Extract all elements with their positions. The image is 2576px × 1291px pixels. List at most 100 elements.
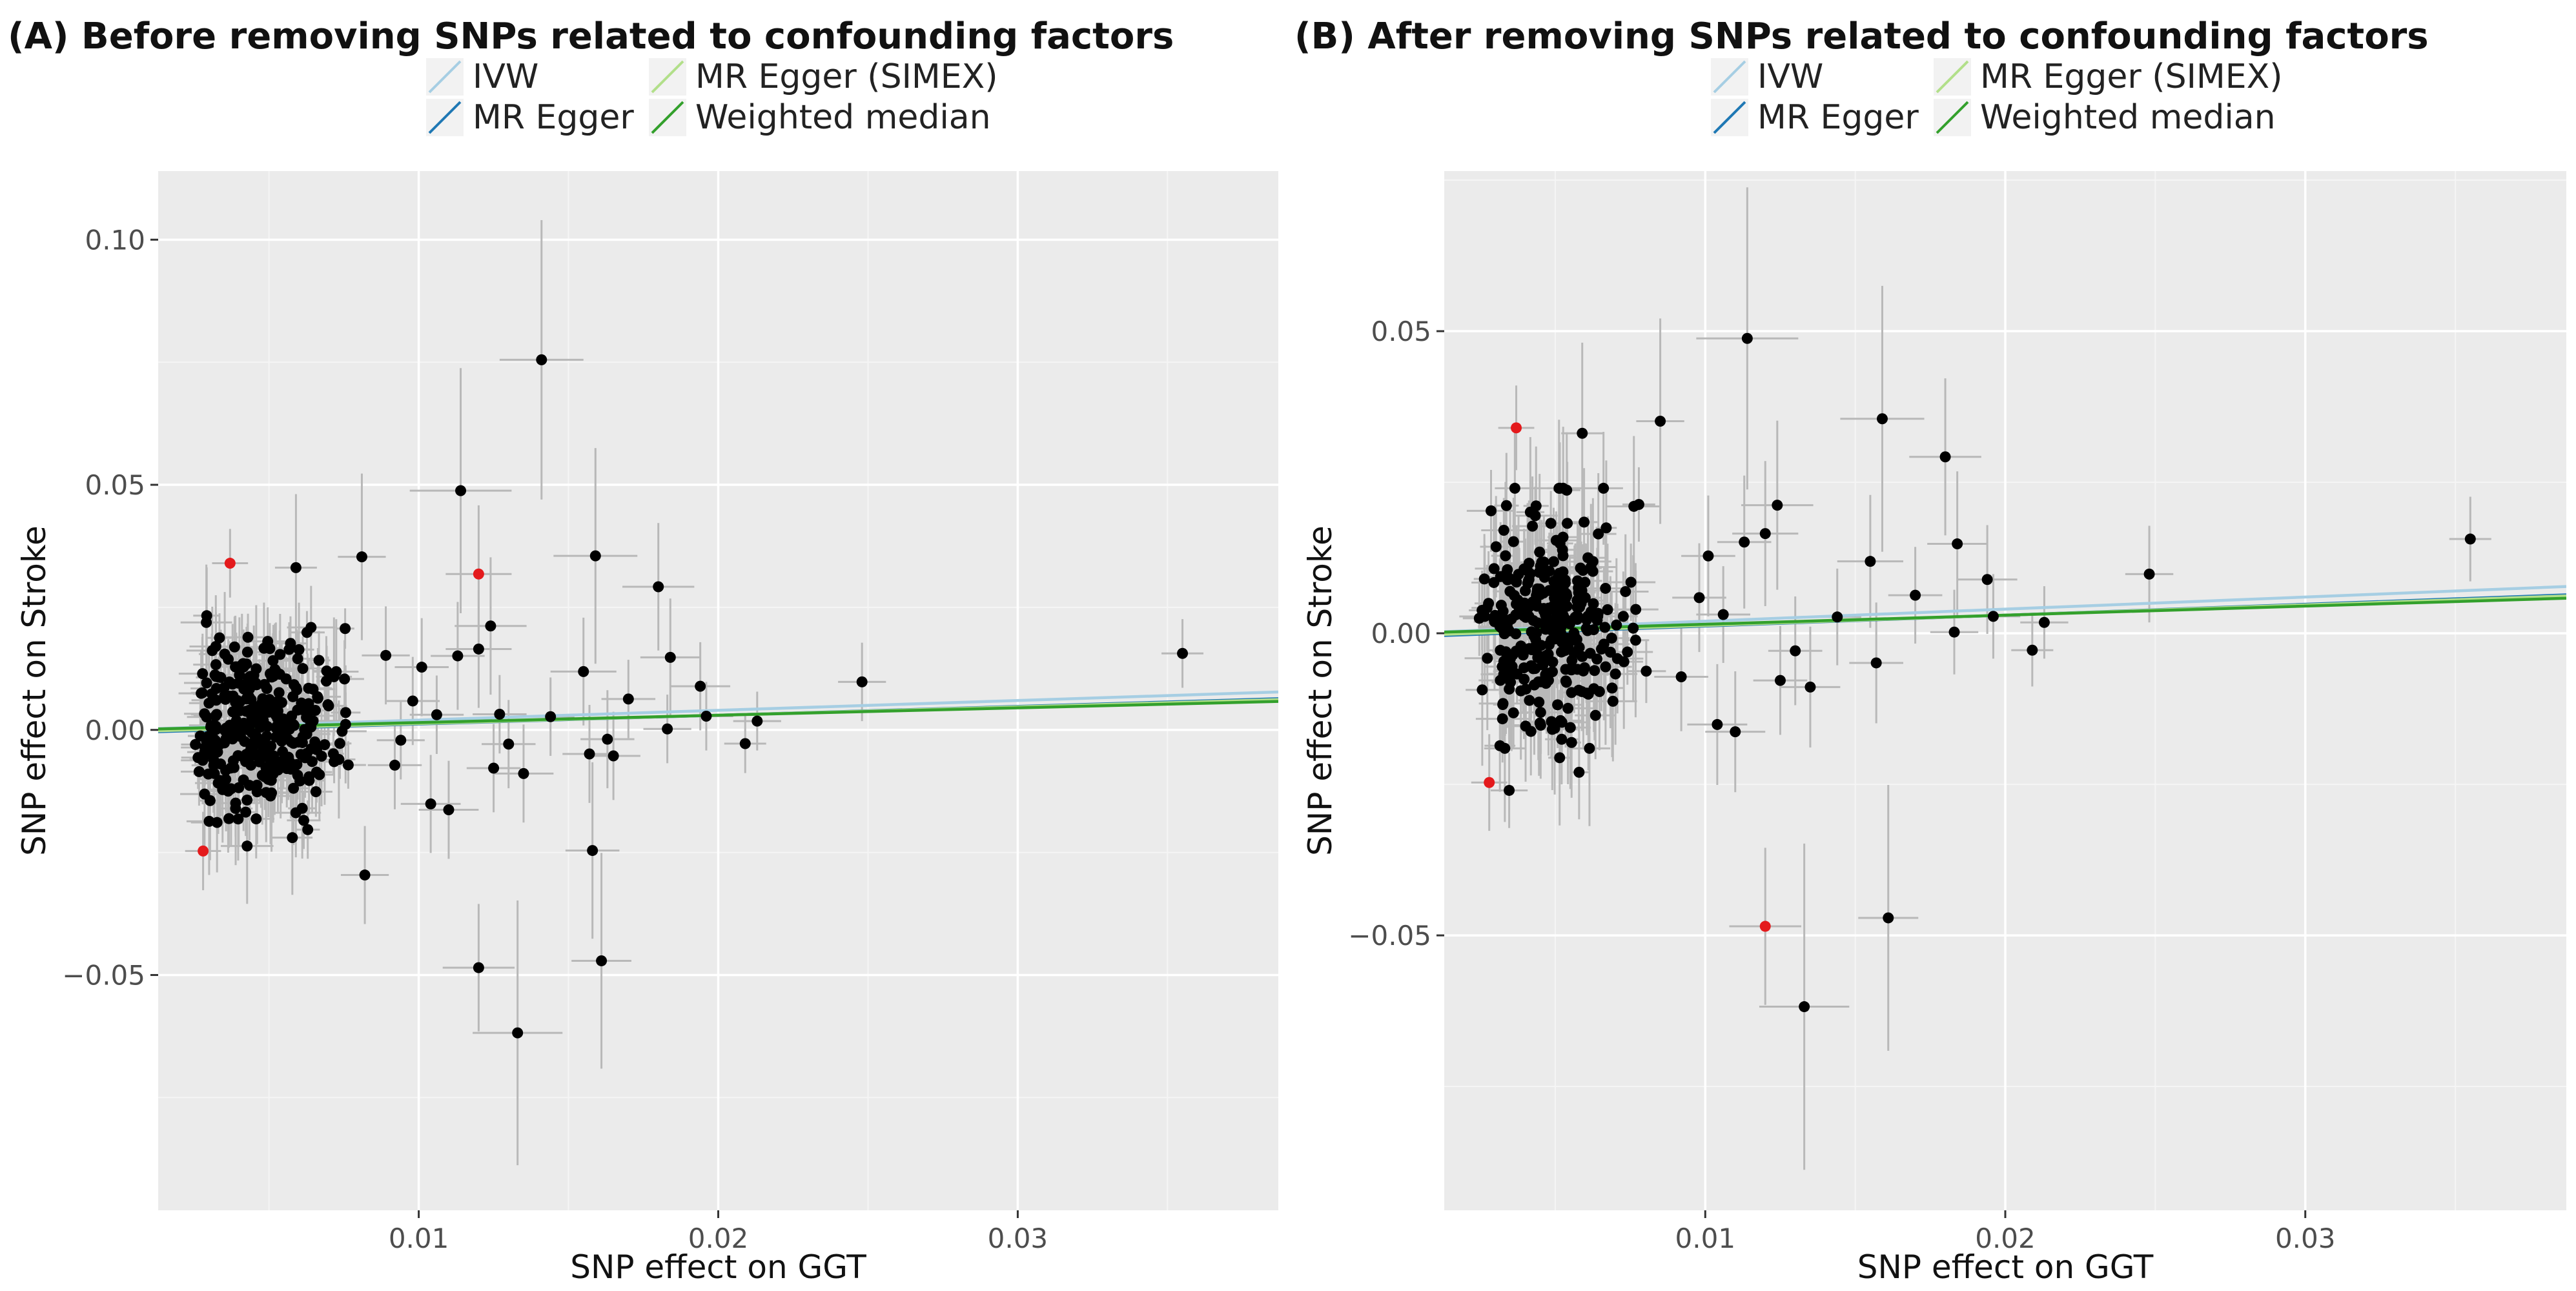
data-point-outlier	[1484, 777, 1495, 788]
data-point	[245, 759, 257, 771]
data-point	[234, 669, 245, 681]
data-point	[301, 627, 312, 638]
x-tick-label: 0.02	[688, 1223, 749, 1254]
data-point	[276, 755, 288, 767]
data-point	[1598, 482, 1610, 494]
data-point	[1675, 671, 1687, 682]
data-point	[653, 581, 664, 593]
data-point	[1910, 589, 1921, 601]
data-point	[1617, 611, 1629, 622]
data-point	[1482, 653, 1493, 664]
data-point	[1529, 663, 1541, 675]
data-point	[316, 750, 327, 762]
data-point	[262, 746, 274, 757]
legend-label: MR Egger (SIMEX)	[1980, 57, 2283, 96]
data-point	[488, 762, 500, 774]
data-point	[272, 695, 284, 707]
data-point	[246, 711, 258, 722]
data-point	[1589, 665, 1600, 676]
data-point	[288, 782, 300, 794]
legend-swatch	[428, 60, 462, 94]
data-point	[1552, 572, 1564, 584]
x-axis-title: SNP effect on GGT	[570, 1248, 866, 1286]
data-point	[1625, 576, 1637, 588]
data-point	[297, 663, 309, 675]
legend-swatch	[651, 101, 684, 134]
data-point	[1588, 624, 1599, 636]
data-point	[1504, 585, 1516, 597]
data-point	[425, 798, 436, 809]
data-point	[578, 666, 589, 677]
data-point	[1531, 589, 1542, 601]
data-point	[243, 724, 254, 735]
data-point	[256, 712, 268, 724]
data-point	[452, 650, 464, 662]
data-point	[1524, 568, 1536, 580]
data-point	[1477, 684, 1488, 696]
data-point	[1504, 684, 1515, 695]
data-point	[294, 775, 306, 787]
data-point	[1523, 558, 1535, 569]
data-point	[751, 715, 763, 727]
y-tick-label: 0.00	[85, 715, 145, 746]
data-point	[219, 690, 230, 702]
data-point	[302, 824, 314, 835]
data-point	[203, 697, 215, 709]
data-point	[494, 708, 506, 720]
data-point	[1790, 645, 1801, 656]
data-point	[1515, 640, 1527, 652]
x-tick-label: 0.01	[1675, 1223, 1736, 1254]
data-point	[1620, 585, 1631, 597]
data-points	[190, 354, 1189, 1039]
data-point	[602, 733, 613, 745]
data-point	[296, 704, 307, 715]
data-point	[1559, 645, 1571, 656]
data-point	[1552, 699, 1564, 711]
data-point	[242, 631, 254, 643]
data-point	[1592, 607, 1604, 619]
data-point	[1739, 536, 1750, 548]
data-point	[1497, 713, 1508, 725]
data-point	[323, 700, 334, 712]
data-point	[1517, 649, 1529, 661]
data-point	[247, 737, 258, 749]
data-point	[287, 691, 299, 702]
data-point	[1712, 718, 1723, 730]
data-point	[1587, 556, 1599, 567]
legend-label: MR Egger (SIMEX)	[695, 57, 998, 96]
data-point	[2038, 616, 2050, 628]
data-point	[1562, 518, 1573, 529]
y-tick-label: −0.05	[62, 959, 145, 991]
data-point	[2464, 533, 2476, 545]
data-point	[1717, 609, 1729, 620]
data-point	[227, 755, 239, 767]
data-point	[380, 649, 392, 661]
data-point	[1607, 695, 1619, 707]
data-point	[240, 806, 252, 818]
data-point	[1600, 582, 1611, 594]
data-point	[285, 638, 296, 649]
data-point	[1693, 592, 1705, 604]
data-point	[238, 683, 250, 695]
data-point	[234, 705, 245, 717]
data-point	[431, 709, 442, 720]
data-point	[286, 710, 298, 722]
data-point	[1588, 598, 1599, 609]
data-point	[1772, 500, 1783, 511]
data-point	[856, 676, 868, 687]
data-point	[1555, 715, 1566, 726]
data-point	[1500, 567, 1512, 579]
data-point	[584, 748, 595, 760]
line-weighted-median	[1444, 596, 2566, 634]
data-point	[1554, 606, 1566, 618]
data-point	[1495, 675, 1506, 686]
data-point	[199, 746, 210, 758]
data-point	[608, 750, 619, 762]
data-point	[210, 640, 221, 652]
data-point	[1545, 518, 1557, 529]
data-point	[259, 678, 271, 690]
data-point	[229, 641, 240, 653]
data-point	[1512, 595, 1524, 606]
